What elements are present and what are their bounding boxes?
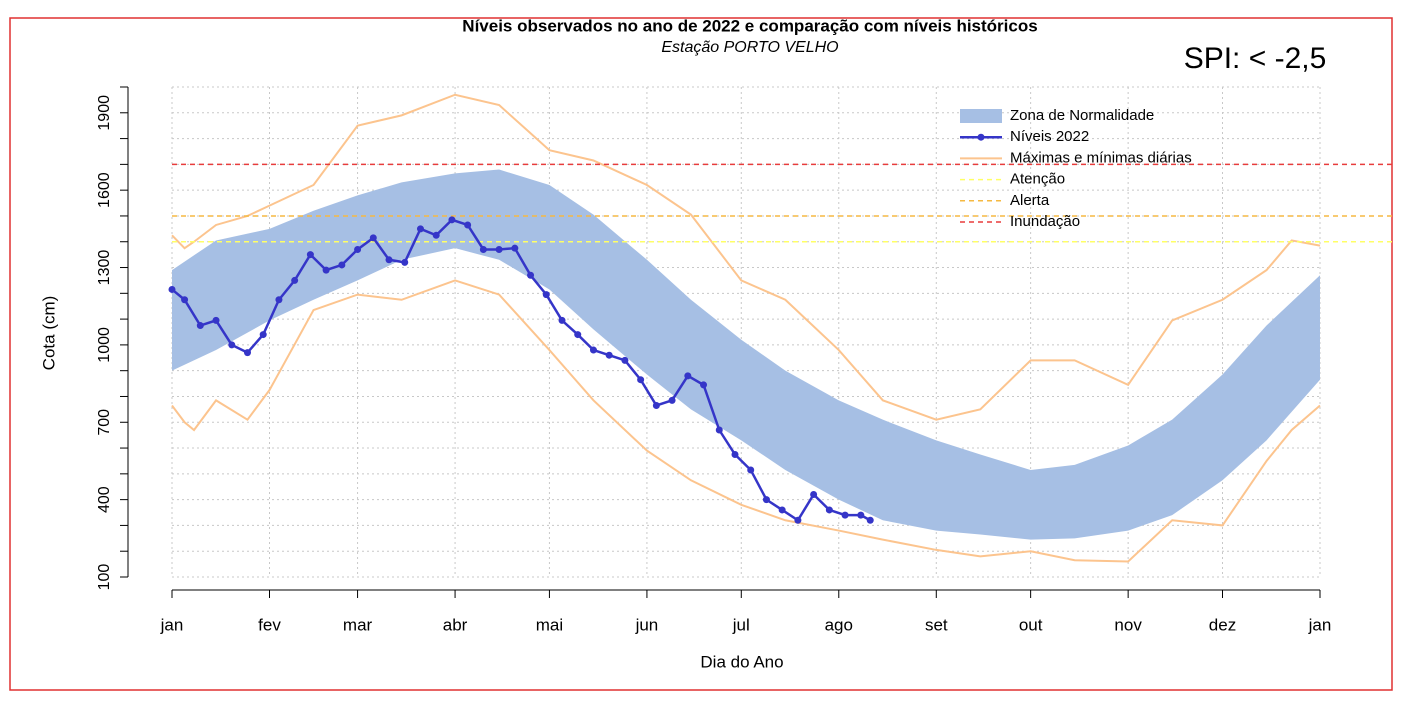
data-point <box>652 402 660 409</box>
data-point <box>605 351 613 359</box>
data-point <box>715 426 723 434</box>
frame <box>9 17 1393 691</box>
x-tick-label: mar <box>343 615 373 634</box>
annotation: SPI: < -2,5 <box>1184 42 1327 75</box>
x-tick-label: jan <box>1308 615 1332 634</box>
data-point <box>228 341 236 349</box>
data-point <box>637 376 645 384</box>
legend-label: Máximas e mínimas diárias <box>1010 149 1192 166</box>
data-point <box>621 356 629 364</box>
data-point <box>432 231 440 239</box>
data-point <box>762 496 770 504</box>
data-point <box>275 296 283 304</box>
x-tick-label: jun <box>635 615 659 634</box>
x-tick-label: out <box>1019 615 1043 634</box>
legend-label: Alerta <box>1010 192 1050 209</box>
data-point <box>448 216 456 224</box>
series-line <box>171 218 871 523</box>
legend-swatch <box>960 109 1002 123</box>
data-point <box>338 261 346 269</box>
data-point <box>354 245 362 253</box>
x-tick-label: jan <box>160 615 184 634</box>
x-tick-label: dez <box>1209 615 1236 634</box>
x-tick-label: ago <box>825 615 853 634</box>
data-point <box>841 511 849 519</box>
data-point <box>542 291 550 299</box>
y-tick-label: 1900 <box>96 95 113 131</box>
data-point <box>495 245 503 253</box>
data-point <box>401 258 409 266</box>
x-tick-label: abr <box>443 615 468 634</box>
data-point <box>464 221 472 229</box>
data-point <box>589 346 597 354</box>
chart-title: Níveis observados no ano de 2022 e compa… <box>462 16 1037 35</box>
data-point <box>810 490 818 498</box>
data-point <box>558 316 566 324</box>
data-point <box>243 349 251 357</box>
x-tick-label: nov <box>1114 615 1142 634</box>
x-tick-label: jul <box>732 615 750 634</box>
data-point <box>574 331 582 339</box>
data-point <box>212 316 220 324</box>
y-tick-label: 700 <box>96 409 113 436</box>
data-point <box>684 372 692 380</box>
data-point <box>511 244 519 252</box>
data-point <box>181 296 189 304</box>
data-point <box>700 381 708 389</box>
y-tick-label: 1600 <box>96 172 113 208</box>
x-tick-label: mai <box>536 615 563 634</box>
data-point <box>747 466 755 474</box>
data-point <box>527 271 535 279</box>
normal-zone <box>172 169 1320 540</box>
data-point <box>196 322 204 330</box>
data-point <box>385 256 393 264</box>
plot-area <box>168 86 1392 578</box>
y-tick-label: 1300 <box>96 250 113 286</box>
data-point <box>857 511 865 519</box>
y-tick-label: 100 <box>96 564 113 591</box>
legend-label: Níveis 2022 <box>1010 128 1089 145</box>
y-tick-label: 1000 <box>96 327 113 363</box>
chart-subtitle: Estação PORTO VELHO <box>661 39 838 56</box>
x-tick-label: set <box>925 615 948 634</box>
data-point <box>259 331 267 339</box>
data-point <box>168 285 176 293</box>
legend-swatch <box>977 133 985 141</box>
data-point <box>866 516 874 524</box>
y-tick-label: 400 <box>96 486 113 513</box>
legend-label: Zona de Normalidade <box>1010 107 1154 124</box>
data-point <box>668 396 676 404</box>
x-axis-title: Dia do Ano <box>700 652 783 671</box>
data-point <box>322 266 330 274</box>
data-point <box>291 276 299 284</box>
legend-label: Atenção <box>1010 171 1065 188</box>
legend-label: Inundação <box>1010 213 1080 230</box>
extreme-line <box>171 93 1321 421</box>
y-axis-title: Cota (cm) <box>39 296 58 371</box>
data-point <box>794 516 802 524</box>
data-point <box>731 451 739 458</box>
x-tick-label: fev <box>258 615 281 634</box>
extreme-line <box>171 279 1321 563</box>
data-point <box>479 245 487 253</box>
data-point <box>778 506 786 514</box>
data-point <box>416 225 424 233</box>
data-point <box>369 234 377 242</box>
data-point <box>825 506 833 514</box>
data-point <box>306 251 314 259</box>
